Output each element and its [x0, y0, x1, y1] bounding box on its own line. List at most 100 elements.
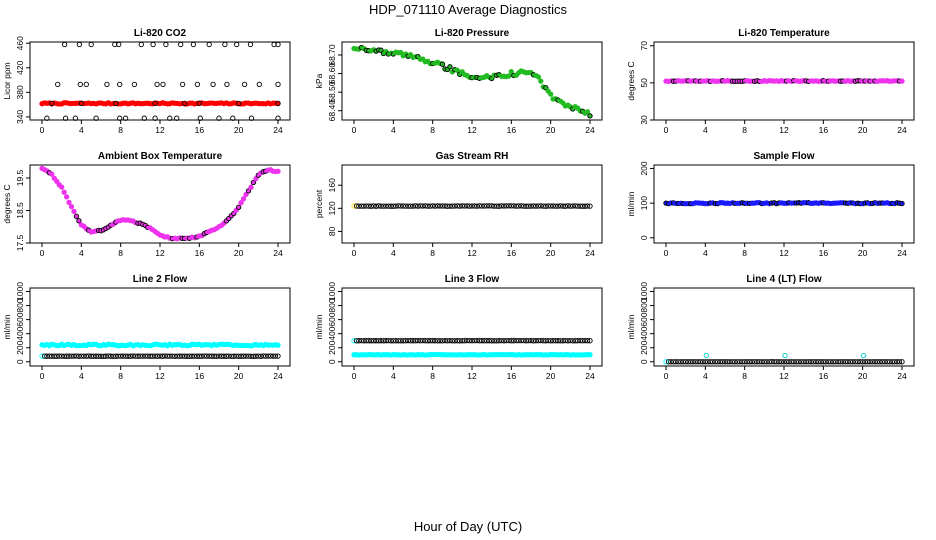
line3-a-point	[439, 338, 446, 344]
line2-b-point	[135, 353, 141, 359]
line4-a-point	[889, 359, 895, 365]
line4-a-point	[788, 359, 795, 365]
line4-a-point	[887, 359, 893, 365]
pressure-point	[439, 61, 446, 67]
y-tick-label: 0	[15, 359, 25, 364]
rh-point	[427, 203, 433, 209]
line4-a-point	[891, 359, 898, 365]
line3-a-point	[506, 337, 512, 344]
y-tick-label: 340	[15, 110, 25, 124]
rh-point	[375, 203, 382, 209]
line3-a-point	[523, 338, 529, 344]
rh-point	[540, 203, 546, 209]
x-tick-label: 4	[79, 371, 84, 381]
line3-a-point	[570, 338, 576, 344]
line2-b-point	[223, 353, 230, 359]
x-tick-label: 0	[352, 125, 357, 135]
y-tick-label: 68.50	[327, 81, 337, 103]
mid-point	[179, 81, 186, 88]
line4-a-point	[727, 359, 733, 365]
line2-b-point	[172, 353, 178, 359]
mid-point	[104, 81, 110, 88]
y-tick-label: 18.5	[15, 202, 25, 219]
line4-a-point	[882, 359, 888, 365]
line2-b-point	[86, 353, 92, 359]
ref-point	[113, 100, 119, 107]
line3-a-point	[516, 337, 522, 344]
y-tick-label: 120	[327, 201, 337, 215]
line4-a-point	[852, 359, 858, 365]
rh-point	[410, 203, 416, 209]
line2-b-point	[157, 353, 163, 359]
line2-b-point	[108, 353, 114, 359]
line4-a-point	[830, 359, 836, 365]
line3-a-point	[550, 338, 556, 344]
x-tick-label: 12	[779, 371, 789, 381]
box-temperature-point	[245, 188, 252, 194]
ref-point	[49, 100, 55, 107]
line2-b-point	[137, 353, 143, 359]
x-tick-label: 8	[430, 248, 435, 258]
line3-a-point	[545, 337, 551, 344]
x-tick-label: 8	[742, 125, 747, 135]
line3-a-point	[533, 338, 539, 344]
line3-a-point	[393, 338, 399, 344]
line4-a-point	[867, 359, 873, 365]
panel-title: Sample Flow	[753, 151, 814, 162]
line4-a-point	[663, 359, 669, 365]
x-tick-label: 20	[546, 248, 556, 258]
line4-a-point	[810, 359, 817, 365]
rh-point	[572, 203, 578, 209]
panel-6: Sample Flow ml/min 0 4 8 12 16 20 24 0 100 200	[626, 151, 915, 258]
line3-a-point	[508, 338, 514, 344]
rh-point	[577, 203, 583, 209]
line4-a-point	[737, 359, 743, 365]
y-tick-label: 160	[327, 178, 337, 192]
line3-a-point	[461, 338, 468, 344]
line3-a-point	[432, 338, 438, 344]
line4-a-point	[786, 359, 792, 365]
rh-point	[481, 203, 487, 209]
line4-a-point	[707, 359, 713, 365]
line4-a-point	[840, 359, 846, 365]
line4-a-point	[771, 359, 777, 365]
line2-b-point	[130, 353, 136, 359]
line4-a-point	[781, 359, 787, 365]
line2-b-point	[253, 353, 259, 359]
rh-point	[508, 203, 514, 209]
line4-a-point	[773, 359, 780, 365]
x-tick-label: 16	[819, 125, 829, 135]
rh-point	[523, 203, 529, 209]
rh-point	[511, 203, 517, 209]
x-tick-label: 20	[234, 125, 244, 135]
line4-spikes-point	[782, 352, 788, 359]
line4-a-point	[823, 359, 829, 365]
rh-point	[430, 203, 436, 209]
line4-a-point	[850, 359, 856, 365]
line2-b-point	[149, 353, 156, 359]
line3-a-point	[491, 338, 497, 344]
line4-a-point	[734, 359, 740, 365]
rh-point	[415, 203, 421, 209]
line4-a-point	[714, 359, 721, 365]
line3-a-point	[543, 338, 549, 344]
rh-point	[562, 203, 569, 209]
line2-b-point	[218, 353, 225, 359]
line3-a-point	[486, 338, 492, 344]
data-points	[663, 352, 905, 365]
line4-a-point	[879, 359, 885, 365]
line4-a-point	[828, 359, 834, 365]
box-temperature-point	[63, 194, 70, 200]
line3-a-point	[481, 338, 487, 344]
line3-a-point	[444, 338, 451, 344]
rh-point	[525, 203, 532, 209]
x-tick-label: 16	[195, 125, 205, 135]
x-tick-label: 20	[234, 371, 244, 381]
x-tick-label: 24	[273, 371, 283, 381]
x-tick-label: 16	[819, 371, 829, 381]
rh-point	[528, 203, 534, 209]
line3-a-point	[452, 338, 458, 344]
line3-a-point	[351, 338, 357, 344]
box-temperature-point	[238, 200, 244, 206]
